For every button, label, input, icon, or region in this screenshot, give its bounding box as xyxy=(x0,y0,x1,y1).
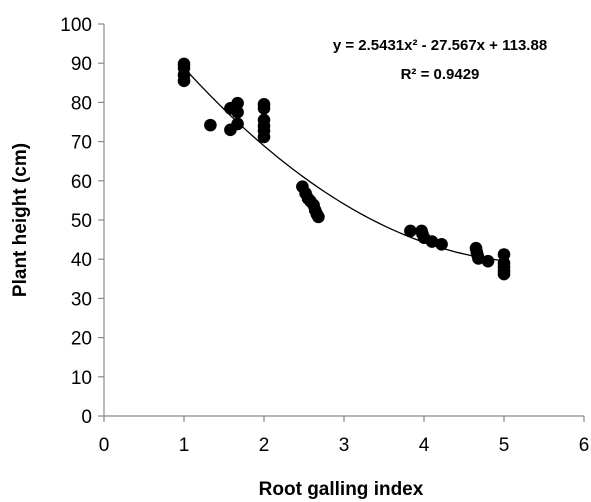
x-tick-label: 6 xyxy=(579,435,590,456)
x-tick-label: 1 xyxy=(179,435,190,456)
y-tick-label: 50 xyxy=(71,211,92,232)
y-tick-label: 60 xyxy=(71,172,92,193)
x-axis-ticks xyxy=(103,416,585,422)
x-tick-label: 3 xyxy=(339,435,350,456)
trendline-equation: y = 2.5431x² - 27.567x + 113.88 xyxy=(333,37,547,54)
y-tick-label: 100 xyxy=(60,15,92,36)
y-tick-label: 0 xyxy=(81,407,92,428)
data-point xyxy=(177,74,191,88)
data-point xyxy=(472,252,485,265)
trendline xyxy=(183,67,505,262)
y-tick-label: 10 xyxy=(71,368,92,389)
data-point xyxy=(231,105,244,119)
y-axis-ticks xyxy=(98,23,104,417)
y-tick-label: 30 xyxy=(71,289,92,310)
data-point xyxy=(231,117,244,131)
y-tick-label: 80 xyxy=(71,93,92,114)
y-tick-label: 20 xyxy=(71,329,92,350)
data-point xyxy=(204,118,217,132)
y-axis-title: Plant height (cm) xyxy=(10,143,31,297)
x-tick-label: 5 xyxy=(499,435,510,456)
data-point xyxy=(435,238,448,251)
y-tick-label: 40 xyxy=(71,250,92,271)
data-point xyxy=(425,235,439,248)
data-point xyxy=(257,101,271,115)
x-tick-label: 0 xyxy=(99,435,110,456)
x-axis-title: Root galling index xyxy=(259,479,424,500)
r-squared-label: R² = 0.9429 xyxy=(401,66,480,83)
y-tick-label: 70 xyxy=(71,133,92,154)
data-point xyxy=(481,254,495,268)
x-tick-labels: 0 1 2 3 4 5 6 xyxy=(99,435,590,456)
x-tick-label: 4 xyxy=(419,435,430,456)
data-point xyxy=(257,130,271,144)
x-tick-label: 2 xyxy=(259,435,270,456)
data-point xyxy=(497,267,511,281)
y-tick-labels: 0 10 20 30 40 50 60 70 80 90 100 xyxy=(60,15,92,428)
data-point xyxy=(404,224,417,238)
data-point xyxy=(497,248,511,261)
data-point xyxy=(231,96,244,110)
data-point xyxy=(312,210,325,224)
data-points xyxy=(177,57,511,281)
y-tick-label: 90 xyxy=(71,54,92,75)
